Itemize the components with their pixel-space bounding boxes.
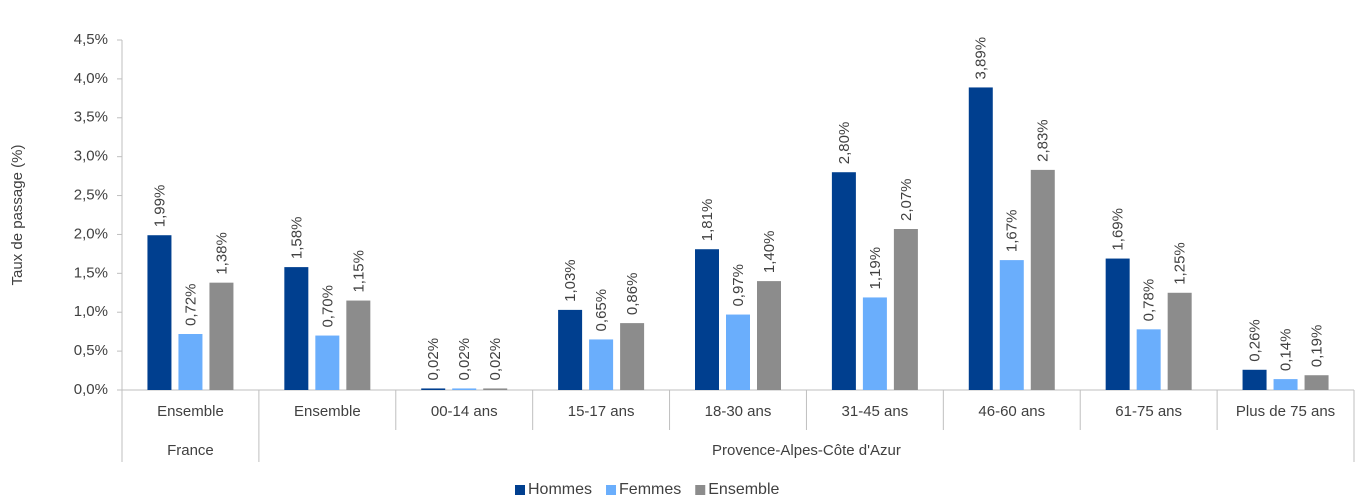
bar xyxy=(862,297,887,390)
data-label: 0,65% xyxy=(593,289,610,332)
group-label: Provence-Alpes-Côte d'Azur xyxy=(712,442,901,459)
bar xyxy=(315,335,340,390)
data-label: 0,72% xyxy=(182,283,199,326)
legend-swatch xyxy=(606,485,617,495)
legend-label: Ensemble xyxy=(708,481,779,498)
legend-label: Femmes xyxy=(619,481,681,498)
bar xyxy=(1242,369,1267,390)
x-tick-label: 00-14 ans xyxy=(431,403,498,420)
y-axis-label: Taux de passage (%) xyxy=(9,145,26,286)
y-tick-label: 3,0% xyxy=(74,148,108,165)
data-label: 3,89% xyxy=(973,37,990,80)
data-label: 0,02% xyxy=(487,338,504,381)
data-label: 1,81% xyxy=(699,199,716,242)
data-label: 2,07% xyxy=(898,178,915,221)
data-label: 1,38% xyxy=(213,232,230,275)
data-label: 0,19% xyxy=(1309,325,1326,368)
bar xyxy=(831,172,856,390)
data-label: 0,26% xyxy=(1247,319,1264,362)
data-label: 1,58% xyxy=(288,217,305,260)
group-label: France xyxy=(167,442,214,459)
y-tick-label: 0,0% xyxy=(74,381,108,398)
data-label: 0,70% xyxy=(319,285,336,328)
bar xyxy=(726,314,750,390)
data-label: 1,67% xyxy=(1004,210,1021,253)
bar xyxy=(1273,379,1298,390)
bar xyxy=(558,309,583,390)
bar xyxy=(1136,329,1161,390)
legend-label: Hommes xyxy=(528,481,592,498)
bar xyxy=(483,388,508,390)
y-tick-label: 2,0% xyxy=(74,225,108,242)
bar xyxy=(346,300,371,390)
data-label: 0,78% xyxy=(1141,279,1158,322)
x-tick-label: Ensemble xyxy=(157,403,224,420)
bar xyxy=(452,388,477,390)
data-label: 0,97% xyxy=(730,264,747,307)
x-tick-label: 31-45 ans xyxy=(842,403,909,420)
bar xyxy=(209,282,234,390)
x-tick-label: 46-60 ans xyxy=(978,403,1045,420)
y-tick-label: 4,0% xyxy=(74,70,108,87)
y-tick-label: 4,5% xyxy=(74,31,108,48)
y-tick-label: 0,5% xyxy=(74,342,108,359)
data-label: 0,02% xyxy=(425,338,442,381)
y-tick-label: 1,5% xyxy=(74,264,108,281)
data-label: 1,99% xyxy=(151,185,168,228)
y-tick-label: 1,0% xyxy=(74,303,108,320)
bar xyxy=(284,267,309,390)
bar xyxy=(999,260,1024,390)
legend-swatch xyxy=(695,485,706,495)
data-label: 0,86% xyxy=(624,273,641,316)
data-label: 1,25% xyxy=(1172,242,1189,285)
bar xyxy=(757,281,781,390)
data-label: 1,15% xyxy=(350,250,367,293)
y-tick-label: 3,5% xyxy=(74,109,108,126)
x-tick-label: Ensemble xyxy=(294,403,361,420)
bar xyxy=(893,229,918,390)
x-tick-label: 15-17 ans xyxy=(568,403,635,420)
x-tick-label: Plus de 75 ans xyxy=(1236,403,1335,420)
data-label: 1,69% xyxy=(1110,208,1127,251)
data-label: 1,40% xyxy=(761,231,778,274)
data-label: 1,03% xyxy=(562,259,579,302)
bar xyxy=(1030,169,1055,390)
bar xyxy=(695,249,719,390)
x-tick-label: 61-75 ans xyxy=(1115,403,1182,420)
bar xyxy=(1105,258,1130,390)
bar xyxy=(178,334,203,390)
data-label: 2,80% xyxy=(836,122,853,165)
bar xyxy=(1304,375,1329,390)
x-tick-label: 18-30 ans xyxy=(705,403,772,420)
bar xyxy=(147,235,172,390)
data-label: 0,14% xyxy=(1278,329,1295,372)
data-label: 2,83% xyxy=(1035,119,1052,162)
legend-swatch xyxy=(515,485,525,495)
y-tick-label: 2,5% xyxy=(74,187,108,204)
bar xyxy=(620,323,645,390)
bar xyxy=(1167,292,1192,390)
data-label: 1,19% xyxy=(867,247,884,290)
data-label: 0,02% xyxy=(456,338,473,381)
bar xyxy=(968,87,993,390)
bar xyxy=(589,339,614,390)
bar xyxy=(421,388,446,390)
